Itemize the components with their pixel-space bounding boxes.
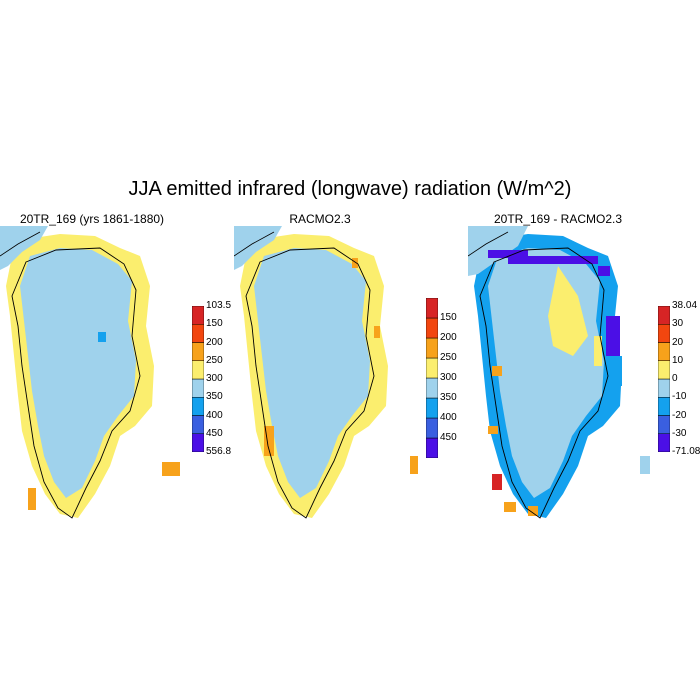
- colorbar-swatch: [192, 378, 204, 398]
- colorbar-swatch: [658, 378, 670, 398]
- colorbar-tick-label: 450: [206, 427, 223, 439]
- colorbar-swatch: [192, 415, 204, 434]
- colorbar-swatch: [426, 317, 438, 339]
- colorbar-swatch: [426, 377, 438, 399]
- colorbar-tick-label: 300: [206, 373, 223, 384]
- colorbar-swatch: [658, 433, 670, 452]
- colorbar-tick-label: 30: [672, 318, 684, 330]
- panel-title-model: 20TR_169 (yrs 1861-1880): [19, 212, 165, 226]
- colorbar-racmo: [426, 298, 438, 458]
- colorbar-swatch: [192, 324, 204, 343]
- colorbar-tick-label: -10: [672, 391, 687, 403]
- colorbar-racmo-swatches: [426, 298, 438, 458]
- colorbar-tick-label: -20: [672, 409, 687, 421]
- map-difference-greenland: [468, 226, 653, 526]
- colorbar-swatch: [426, 437, 438, 458]
- colorbar-swatch: [426, 298, 438, 319]
- colorbar-swatch: [192, 397, 204, 416]
- colorbar-model-swatches: [192, 306, 204, 452]
- colorbar-tick-label: 38.04: [672, 300, 698, 311]
- colorbar-tick-label: 250: [206, 354, 223, 366]
- colorbar-tick-label: 10: [672, 354, 684, 366]
- colorbar-tick-label: 350: [206, 391, 223, 403]
- colorbar-swatch: [658, 415, 670, 434]
- colorbar-tick-label: 300: [440, 372, 457, 383]
- map-model-greenland: [0, 226, 185, 526]
- panel-title-racmo: RACMO2.3: [289, 212, 351, 226]
- colorbar-tick-label: 250: [440, 352, 457, 363]
- colorbar-tick-label: 103.5: [206, 300, 232, 311]
- colorbar-tick-label: 450: [440, 432, 457, 443]
- colorbar-tick-label: 0: [672, 373, 678, 384]
- map-racmo-greenland: [234, 226, 419, 526]
- colorbar-swatch: [658, 342, 670, 361]
- colorbar-swatch: [426, 397, 438, 419]
- colorbar-tick-label: 150: [206, 318, 223, 330]
- colorbar-tick-label: -71.08: [672, 446, 700, 457]
- colorbar-difference: [658, 306, 670, 452]
- colorbar-swatch: [658, 397, 670, 416]
- panel-title-difference: 20TR_169 - RACMO2.3: [493, 212, 623, 226]
- colorbar-tick-label: 556.8: [206, 446, 232, 457]
- colorbar-swatch: [658, 306, 670, 325]
- colorbar-swatch: [192, 306, 204, 325]
- colorbar-tick-label: 200: [440, 332, 457, 343]
- colorbar-swatch: [426, 357, 438, 379]
- colorbar-tick-label: -30: [672, 427, 687, 439]
- colorbar-tick-label: 400: [206, 409, 223, 421]
- colorbar-tick-label: 200: [206, 336, 223, 348]
- colorbar-tick-label: 400: [440, 412, 457, 423]
- colorbar-swatch: [426, 417, 438, 439]
- colorbar-tick-label: 20: [672, 336, 684, 348]
- colorbar-swatch: [192, 360, 204, 380]
- colorbar-tick-label: 350: [440, 392, 457, 403]
- colorbar-swatch: [658, 324, 670, 343]
- colorbar-swatch: [426, 337, 438, 359]
- colorbar-difference-swatches: [658, 306, 670, 452]
- colorbar-swatch: [192, 342, 204, 361]
- figure-title: JJA emitted infrared (longwave) radiatio…: [128, 178, 572, 200]
- colorbar-swatch: [658, 360, 670, 380]
- colorbar-model: [192, 306, 204, 452]
- colorbar-tick-label: 150: [440, 312, 457, 323]
- colorbar-swatch: [192, 433, 204, 452]
